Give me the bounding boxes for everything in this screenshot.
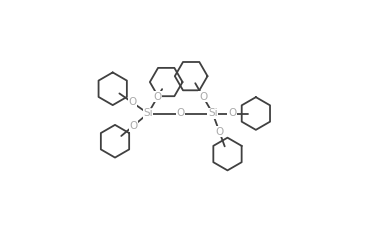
Text: O: O — [128, 97, 137, 107]
Text: O: O — [154, 92, 162, 102]
Text: Si: Si — [208, 109, 217, 118]
Text: O: O — [228, 109, 236, 118]
Text: O: O — [199, 92, 207, 102]
Text: O: O — [176, 109, 184, 118]
Text: Si: Si — [143, 109, 153, 118]
Text: O: O — [215, 127, 223, 137]
Text: O: O — [129, 121, 137, 131]
